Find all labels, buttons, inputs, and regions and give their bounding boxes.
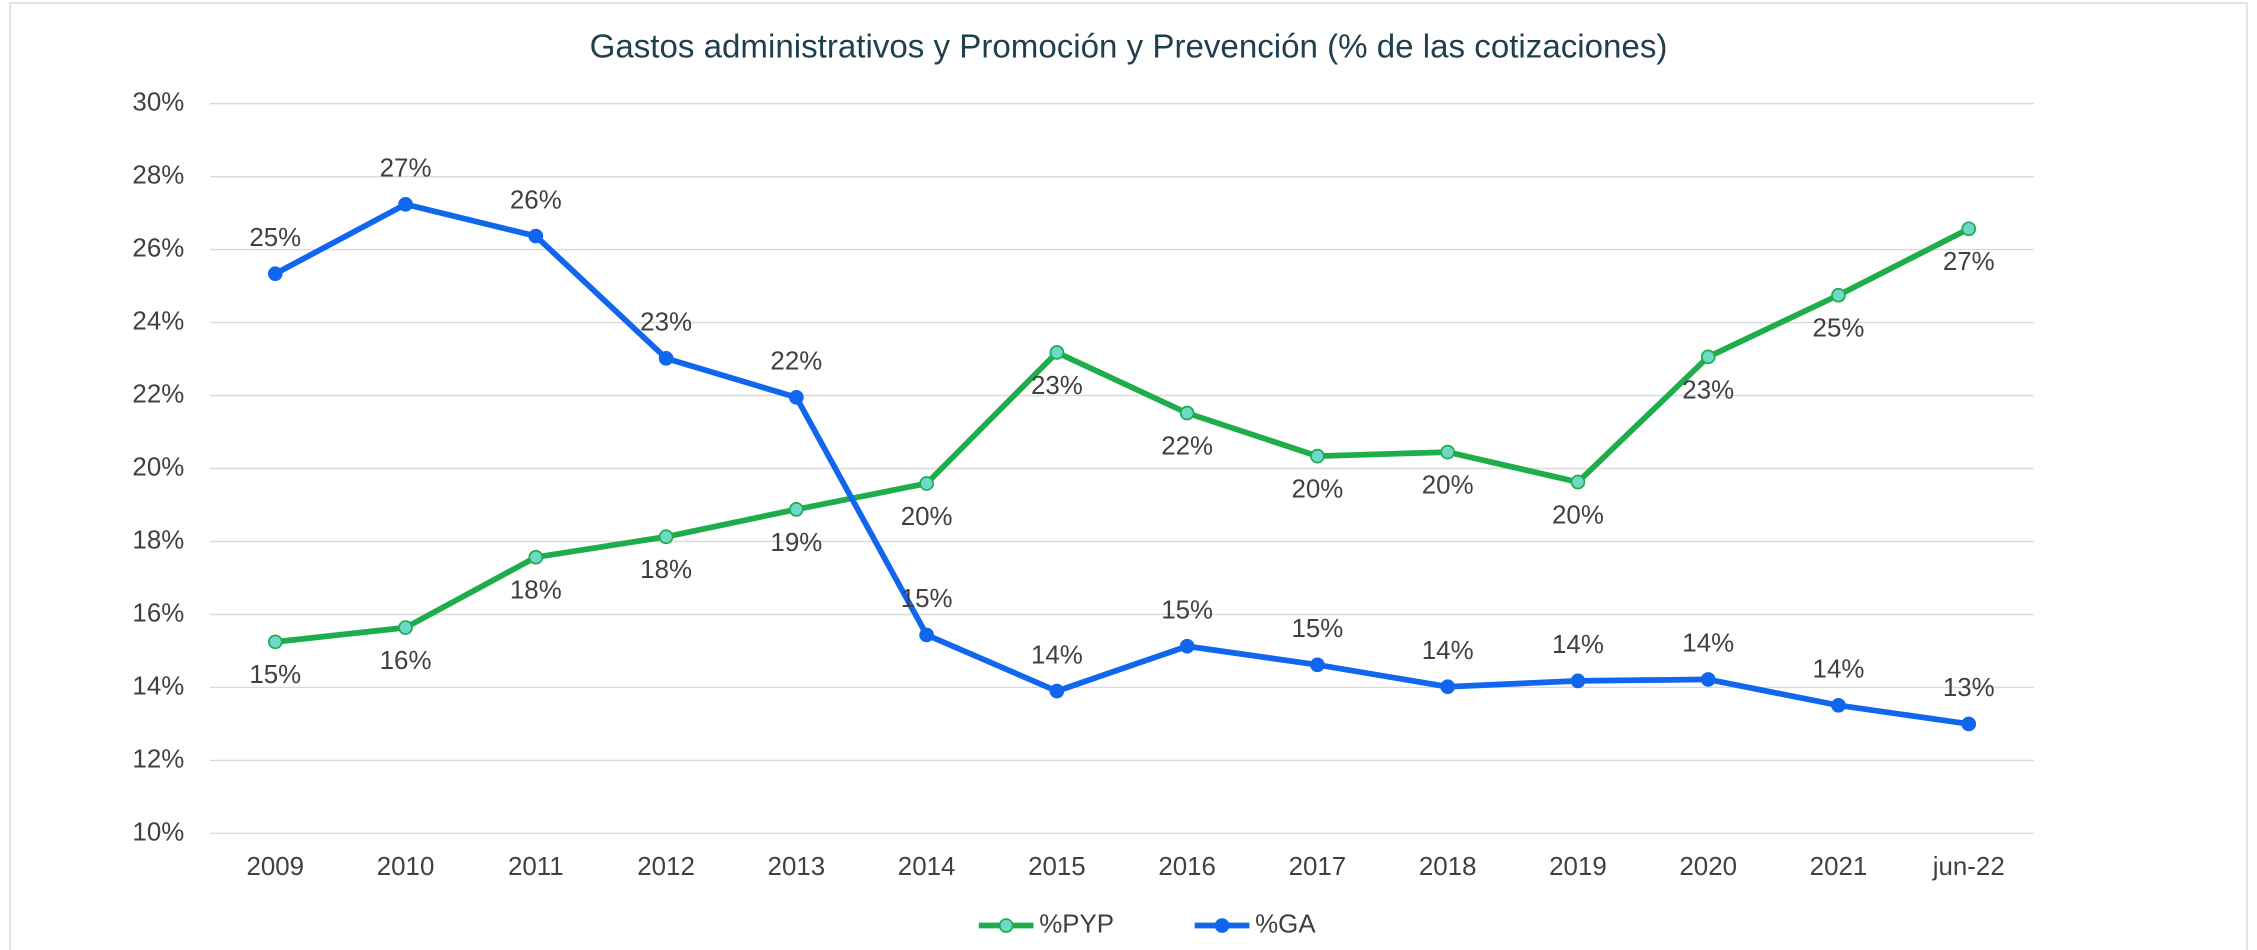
- legend-marker: [1214, 918, 1230, 933]
- data-label: 23%: [1031, 372, 1083, 400]
- data-label: 20%: [901, 503, 953, 531]
- data-label: 14%: [1682, 630, 1734, 658]
- x-tick-label: 2009: [246, 853, 304, 881]
- data-point: [1179, 405, 1195, 421]
- data-label: 19%: [770, 529, 822, 557]
- data-point: [1831, 287, 1846, 303]
- series-line: [274, 226, 1971, 645]
- data-point: [919, 627, 934, 643]
- data-label: 23%: [640, 309, 692, 337]
- x-tick-label: 2016: [1158, 853, 1216, 881]
- data-label: 14%: [1813, 656, 1865, 684]
- y-tick-label: 18%: [132, 526, 184, 554]
- y-tick-label: 14%: [132, 672, 184, 700]
- data-label: 15%: [249, 661, 301, 689]
- data-point: [1961, 221, 1977, 237]
- y-tick-label: 26%: [132, 234, 184, 262]
- data-label: 15%: [1292, 615, 1344, 643]
- x-tick-label: 2018: [1419, 853, 1477, 881]
- data-point: [267, 266, 283, 282]
- data-point: [1700, 349, 1716, 365]
- data-label: 14%: [1552, 631, 1604, 659]
- x-tick-label: 2014: [898, 853, 956, 881]
- y-tick-label: 20%: [132, 453, 184, 481]
- series-line: [273, 201, 1970, 727]
- x-tick-label: 2010: [377, 853, 435, 881]
- data-point: [789, 390, 804, 405]
- data-label: 13%: [1943, 674, 1995, 702]
- x-tick-label: 2011: [508, 853, 564, 881]
- chart-title: Gastos administrativos y Promoción y Pre…: [590, 29, 1668, 66]
- data-point: [398, 620, 413, 635]
- y-tick-label: 16%: [132, 599, 184, 627]
- x-tick-label: 2012: [637, 853, 695, 881]
- data-point: [658, 529, 674, 545]
- data-label: 18%: [640, 556, 692, 584]
- y-tick-label: 22%: [132, 380, 184, 408]
- data-point: [398, 197, 413, 212]
- y-tick-label: 30%: [132, 88, 184, 116]
- data-point: [267, 634, 283, 650]
- data-point: [1310, 448, 1325, 464]
- data-label: 16%: [380, 647, 432, 675]
- legend-marker: [998, 918, 1014, 933]
- x-tick-label: 2020: [1679, 853, 1737, 881]
- data-label: 23%: [1682, 376, 1734, 404]
- data-point: [1831, 697, 1846, 713]
- data-label: 14%: [1422, 637, 1474, 665]
- y-tick-label: 10%: [132, 818, 184, 846]
- legend-label: %PYP: [1039, 910, 1114, 938]
- data-label: 20%: [1552, 501, 1604, 529]
- data-label: 26%: [510, 186, 562, 214]
- y-tick-label: 24%: [132, 307, 184, 335]
- data-point: [1570, 673, 1586, 689]
- data-point: [1570, 474, 1586, 490]
- y-tick-label: 28%: [132, 161, 184, 189]
- data-point: [1049, 683, 1065, 699]
- data-point: [528, 228, 544, 244]
- data-point: [789, 502, 804, 517]
- chart-frame: [9, 2, 2248, 950]
- x-tick-label: 2021: [1810, 853, 1868, 881]
- data-point: [919, 476, 934, 491]
- y-tick-label: 12%: [132, 745, 184, 773]
- x-tick-label: 2017: [1289, 853, 1347, 881]
- data-label: 14%: [1031, 641, 1083, 669]
- data-point: [1440, 679, 1456, 695]
- data-point: [1310, 657, 1325, 673]
- data-label: 18%: [510, 577, 562, 605]
- data-point: [1700, 672, 1716, 687]
- x-tick-label: 2015: [1028, 853, 1086, 881]
- data-point: [1179, 638, 1195, 654]
- data-label: 15%: [901, 585, 953, 613]
- data-label: 25%: [249, 224, 301, 252]
- data-point: [1961, 716, 1977, 732]
- data-point: [1049, 345, 1065, 360]
- data-label: 27%: [1943, 248, 1995, 276]
- data-point: [528, 549, 544, 565]
- data-point: [658, 350, 674, 366]
- x-tick-label: 2019: [1549, 853, 1607, 881]
- legend-label: %GA: [1255, 910, 1316, 938]
- x-tick-label: 2013: [768, 853, 826, 881]
- data-label: 22%: [770, 348, 822, 376]
- data-label: 20%: [1292, 476, 1344, 504]
- data-label: 25%: [1813, 315, 1865, 343]
- x-tick-label: jun-22: [1932, 853, 2005, 881]
- data-label: 22%: [1161, 432, 1213, 460]
- data-point: [1440, 444, 1456, 460]
- data-label: 15%: [1161, 597, 1213, 625]
- data-label: 20%: [1422, 471, 1474, 499]
- data-label: 27%: [380, 155, 432, 183]
